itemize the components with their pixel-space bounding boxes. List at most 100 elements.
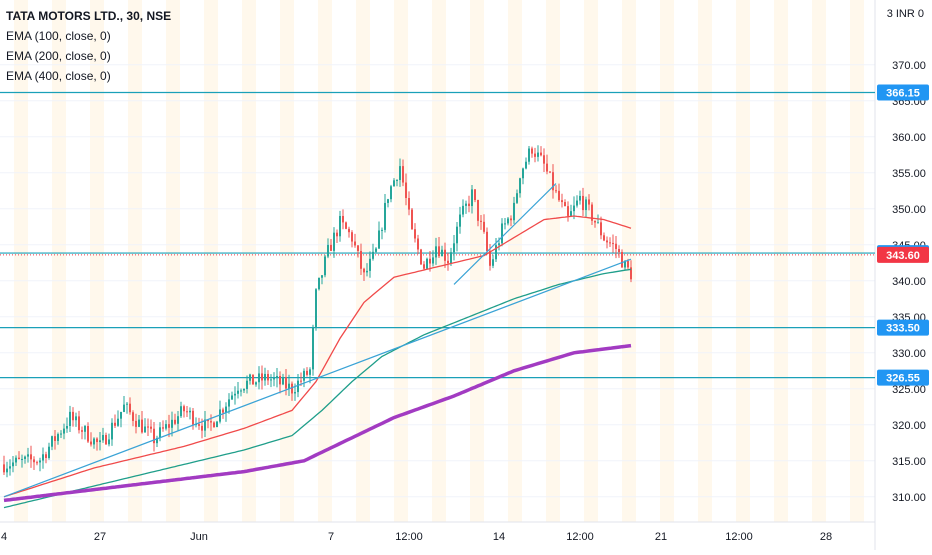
candle-body xyxy=(387,199,389,203)
candle-body xyxy=(33,459,35,463)
candle-body xyxy=(627,261,629,268)
candle-body xyxy=(342,215,344,223)
candle-body xyxy=(369,258,371,271)
candle-body xyxy=(537,152,539,157)
candle-body xyxy=(417,238,419,250)
candle-body xyxy=(390,186,392,200)
legend-ema100[interactable]: EMA (100, close, 0) xyxy=(6,29,111,43)
candle-body xyxy=(123,404,125,412)
candle-body xyxy=(237,390,239,394)
y-tick-label: 310.00 xyxy=(892,492,926,504)
x-tick-label: 12:00 xyxy=(395,531,423,543)
candle-body xyxy=(366,270,368,273)
candle-body xyxy=(480,220,482,222)
candle-body xyxy=(384,202,386,230)
y-tick-label: 320.00 xyxy=(892,420,926,432)
x-tick-label: 12:00 xyxy=(725,531,753,543)
candle-body xyxy=(411,209,413,230)
candle-body xyxy=(330,244,332,251)
legend-symbol-title[interactable]: TATA MOTORS LTD., 30, NSE xyxy=(6,9,172,23)
candle-body xyxy=(150,426,152,429)
candle-body xyxy=(525,161,527,169)
candle-body xyxy=(57,434,59,441)
candle-body xyxy=(228,399,230,407)
candle-body xyxy=(126,403,128,405)
candle-body xyxy=(84,426,86,432)
candle-body xyxy=(114,422,116,426)
candle-body xyxy=(78,416,80,431)
candle-body xyxy=(492,259,494,266)
candle-body xyxy=(393,180,395,187)
candle-body xyxy=(48,446,50,458)
candle-body xyxy=(93,438,95,445)
candle-body xyxy=(198,424,200,426)
candle-body xyxy=(183,406,185,412)
candle-body xyxy=(339,215,341,237)
candle-body xyxy=(549,171,551,173)
session-stripe xyxy=(90,0,104,522)
price-tag xyxy=(877,319,929,336)
candle-body xyxy=(519,178,521,194)
session-stripe xyxy=(14,0,28,522)
candle-body xyxy=(159,427,161,438)
candle-body xyxy=(324,256,326,276)
legend-ema200[interactable]: EMA (200, close, 0) xyxy=(6,49,111,63)
candle-body xyxy=(243,388,245,391)
candle-body xyxy=(408,198,410,210)
candle-body xyxy=(27,454,29,457)
candle-body xyxy=(495,245,497,260)
candle-body xyxy=(87,426,89,442)
candle-body xyxy=(426,258,428,269)
candle-body xyxy=(21,458,23,460)
candle-body xyxy=(309,369,311,375)
candle-body xyxy=(288,383,290,389)
candle-body xyxy=(564,202,566,207)
candle-body xyxy=(612,242,614,244)
candle-body xyxy=(435,246,437,258)
legend-ema400[interactable]: EMA (400, close, 0) xyxy=(6,69,111,83)
candle-body xyxy=(165,424,167,429)
candle-body xyxy=(423,264,425,269)
candle-body xyxy=(357,245,359,251)
candle-body xyxy=(9,466,11,469)
candle-body xyxy=(471,189,473,207)
candle-body xyxy=(54,436,56,441)
y-tick-label: 330.00 xyxy=(892,348,926,360)
candle-body xyxy=(483,221,485,232)
last-price-tag-label: 343.60 xyxy=(886,250,920,262)
candle-body xyxy=(465,203,467,206)
x-tick-label: 12:00 xyxy=(566,531,594,543)
candle-body xyxy=(264,373,266,381)
candle-body xyxy=(420,249,422,265)
candle-body xyxy=(336,232,338,237)
candle-body xyxy=(513,202,515,221)
session-stripe xyxy=(736,0,750,522)
candle-body xyxy=(615,243,617,249)
currency-label[interactable]: 3 INR 0 xyxy=(886,8,924,20)
candle-body xyxy=(12,462,14,467)
y-tick-label: 350.00 xyxy=(892,204,926,216)
candle-body xyxy=(477,199,479,221)
candle-body xyxy=(447,260,449,264)
candle-body xyxy=(102,434,104,441)
trendline xyxy=(453,183,557,285)
chart-legend: TATA MOTORS LTD., 30, NSE EMA (100, clos… xyxy=(6,6,171,86)
last-price-tag xyxy=(877,246,929,263)
candle-body xyxy=(105,434,107,445)
candle-body xyxy=(561,200,563,203)
candle-body xyxy=(315,289,317,328)
session-stripe xyxy=(812,0,826,522)
candle-body xyxy=(135,420,137,427)
ema100-line xyxy=(3,215,632,498)
x-tick-label: 7 xyxy=(328,531,334,543)
price-tag-label: 333.50 xyxy=(886,323,920,335)
candle-body xyxy=(381,229,383,231)
candle-body xyxy=(300,380,302,382)
candle-body xyxy=(543,155,545,164)
ema200-line xyxy=(3,268,632,509)
session-stripe xyxy=(280,0,294,522)
candle-body xyxy=(6,468,8,473)
candle-body xyxy=(438,246,440,257)
